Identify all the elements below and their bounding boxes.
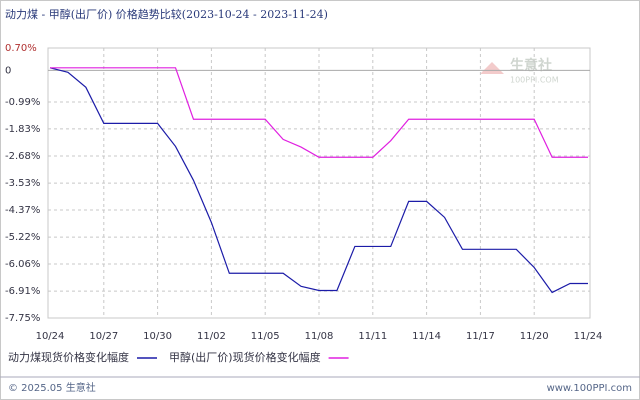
watermark-icon [480, 62, 504, 74]
y-tick-label: 0.70% [5, 43, 37, 54]
legend-label: 甲醇(出厂价)现货价格变化幅度 [169, 350, 321, 364]
x-tick-label: 11/08 [305, 331, 334, 342]
footer-copyright: © 2025.05 生意社 [8, 381, 96, 394]
x-tick-label: 11/14 [412, 331, 441, 342]
y-tick-label: -2.68% [5, 151, 40, 162]
y-tick-label: -7.75% [5, 313, 40, 324]
x-tick-label: 11/20 [520, 331, 549, 342]
x-tick-label: 11/17 [466, 331, 495, 342]
x-tick-label: 11/11 [358, 331, 387, 342]
x-tick-label: 11/24 [574, 331, 603, 342]
x-tick-label: 10/30 [143, 331, 172, 342]
legend-label: 动力煤现货价格变化幅度 [8, 350, 129, 364]
y-tick-label: -5.22% [5, 232, 40, 243]
footer-site: www.100PPI.com [547, 383, 632, 394]
series-line [50, 67, 588, 158]
y-tick-label: -4.37% [5, 205, 40, 216]
y-tick-label: -6.91% [5, 286, 40, 297]
chart-title: 动力煤 - 甲醇(出厂价) 价格趋势比较(2023-10-24 - 2023-1… [5, 7, 328, 21]
x-tick-label: 10/24 [36, 331, 65, 342]
x-tick-label: 11/02 [197, 331, 226, 342]
y-tick-label: -6.06% [5, 259, 40, 270]
series-line [49, 67, 588, 294]
y-tick-label: -1.83% [5, 124, 40, 135]
x-tick-label: 11/05 [251, 331, 280, 342]
y-tick-label: -3.53% [5, 178, 40, 189]
watermark-name: 生意社 [510, 57, 552, 74]
x-tick-label: 10/27 [89, 331, 118, 342]
y-tick-label: 0 [5, 65, 11, 76]
y-tick-label: -0.99% [5, 97, 40, 108]
